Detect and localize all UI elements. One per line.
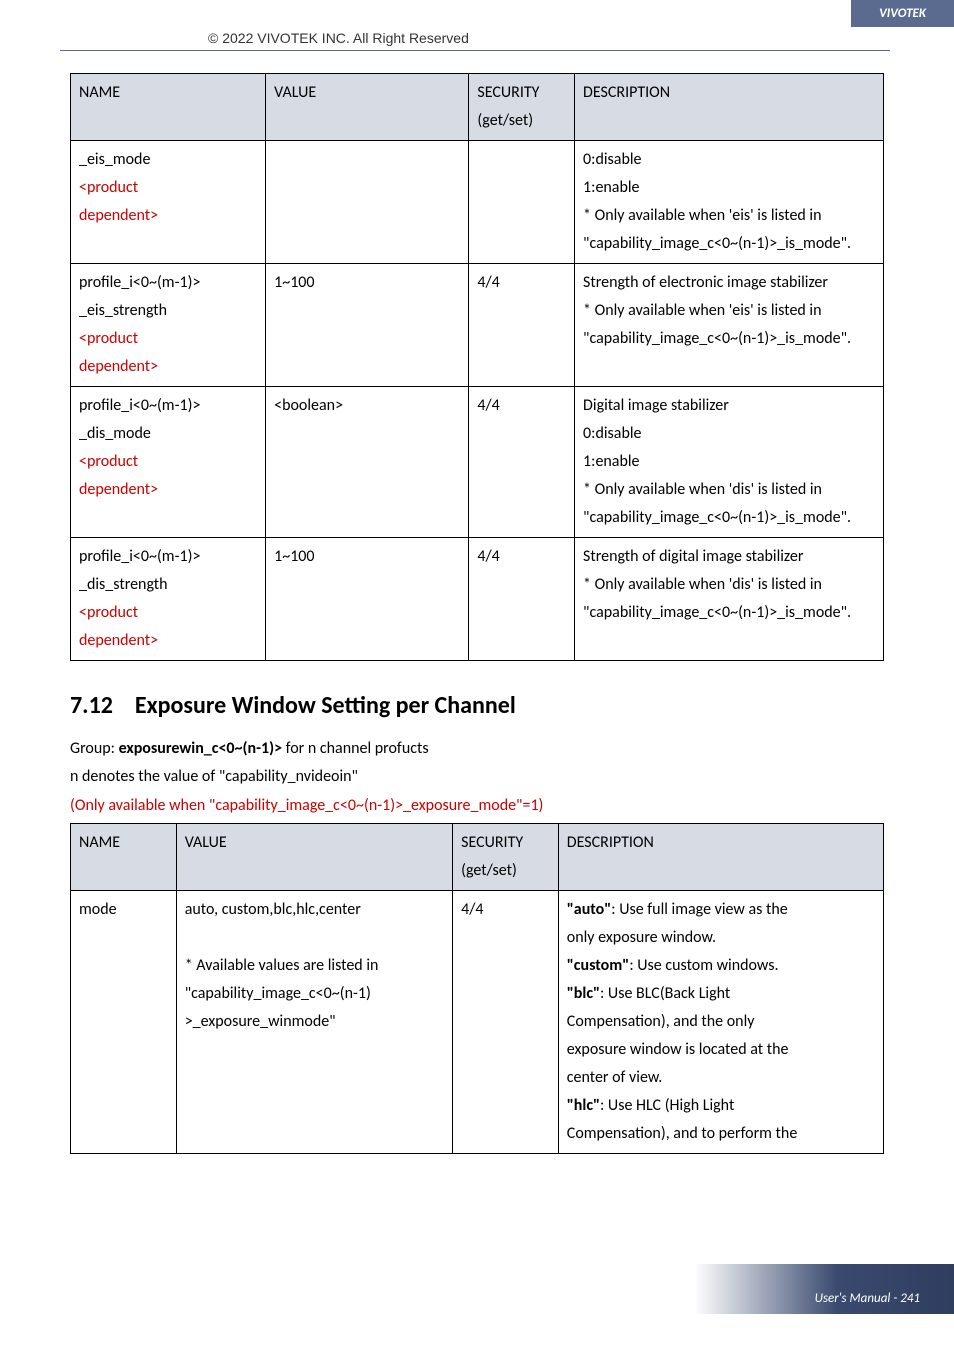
cell-desc: "auto": Use full image view as theonly e…: [558, 891, 883, 1154]
cell-value: [266, 141, 469, 264]
cell-name: mode: [71, 891, 177, 1154]
cell-desc: Strength of digital image stabilizer* On…: [575, 538, 884, 661]
copyright-text: © 2022 VIVOTEK INC. All Right Reserved: [60, 0, 890, 51]
page-content: NAME VALUE SECURITY(get/set) DESCRIPTION…: [0, 51, 954, 1154]
cell-security: 4/4: [453, 891, 559, 1154]
cell-security: 4/4: [469, 264, 575, 387]
cell-desc: Strength of electronic image stabilizer*…: [575, 264, 884, 387]
footer-gradient: [694, 1264, 954, 1314]
th-description: DESCRIPTION: [575, 74, 884, 141]
th-description: DESCRIPTION: [558, 824, 883, 891]
cell-name: profile_i<0~(m-1)>_dis_strength<productd…: [71, 538, 266, 661]
parameters-table-1: NAME VALUE SECURITY(get/set) DESCRIPTION…: [70, 73, 884, 661]
table-row: profile_i<0~(m-1)>_eis_strength<productd…: [71, 264, 884, 387]
cell-desc: 0:disable1:enable* Only available when '…: [575, 141, 884, 264]
cell-desc: Digital image stabilizer0:disable1:enabl…: [575, 387, 884, 538]
cell-name: _eis_mode<productdependent>: [71, 141, 266, 264]
cell-value: 1~100: [266, 538, 469, 661]
cell-value: 1~100: [266, 264, 469, 387]
brand-badge: VIVOTEK: [851, 0, 954, 27]
th-value: VALUE: [176, 824, 452, 891]
table-row: _eis_mode<productdependent> 0:disable1:e…: [71, 141, 884, 264]
page-footer: 111 User's Manual - 241: [0, 1254, 954, 1314]
th-name: NAME: [71, 74, 266, 141]
cell-name: profile_i<0~(m-1)>_eis_strength<productd…: [71, 264, 266, 387]
cell-security: [469, 141, 575, 264]
cell-security: 4/4: [469, 538, 575, 661]
cell-value: <boolean>: [266, 387, 469, 538]
th-name: NAME: [71, 824, 177, 891]
th-security: SECURITY(get/set): [453, 824, 559, 891]
note-paragraph: n denotes the value of "capability_nvide…: [70, 764, 884, 790]
cell-security: 4/4: [469, 387, 575, 538]
table-row: profile_i<0~(m-1)>_dis_mode<productdepen…: [71, 387, 884, 538]
group-paragraph: Group: exposurewin_c<0~(n-1)> for n chan…: [70, 736, 884, 762]
cell-name: profile_i<0~(m-1)>_dis_mode<productdepen…: [71, 387, 266, 538]
section-title: Exposure Window Setting per Channel: [135, 691, 516, 720]
manual-reference: User's Manual - 241: [815, 1291, 920, 1306]
availability-note: (Only available when "capability_image_c…: [70, 793, 884, 819]
table-row: mode auto, custom,blc,hlc,center* Availa…: [71, 891, 884, 1154]
th-value: VALUE: [266, 74, 469, 141]
th-security: SECURITY(get/set): [469, 74, 575, 141]
parameters-table-2: NAME VALUE SECURITY(get/set) DESCRIPTION…: [70, 823, 884, 1154]
cell-value: auto, custom,blc,hlc,center* Available v…: [176, 891, 452, 1154]
section-number: 7.12: [70, 691, 113, 720]
table-row: profile_i<0~(m-1)>_dis_strength<productd…: [71, 538, 884, 661]
section-heading: 7.12 Exposure Window Setting per Channel: [70, 691, 884, 720]
